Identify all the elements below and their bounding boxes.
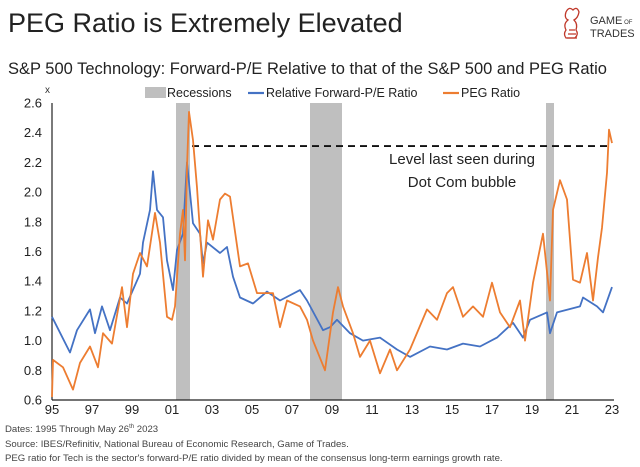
source-note: Source: IBES/Refinitiv, National Bureau …	[5, 438, 349, 450]
x-tick-label: 11	[365, 402, 379, 417]
legend-recessions-label: Recessions	[167, 86, 232, 100]
x-tick-label: 03	[205, 402, 219, 417]
peg-ratio-line	[51, 111, 613, 398]
footnotes: Dates: 1995 Through May 26th 2023 Source…	[5, 420, 503, 467]
y-axis-unit: x	[45, 85, 50, 96]
peg-definition-note: PEG ratio for Tech is the sector's forwa…	[5, 453, 503, 465]
x-tick-label: 95	[45, 402, 59, 417]
x-tick-label: 17	[485, 402, 499, 417]
x-tick-label: 07	[285, 402, 299, 417]
relative-forward-pe-line	[51, 161, 613, 358]
y-tick-label: 2.6	[24, 96, 42, 111]
y-tick-label: 2.0	[24, 185, 42, 200]
x-tick-label: 01	[165, 402, 179, 417]
legend-peg-label: PEG Ratio	[461, 86, 520, 100]
x-tick-label: 05	[245, 402, 259, 417]
x-tick-label: 97	[85, 402, 99, 417]
y-tick-label: 0.8	[24, 363, 42, 378]
y-tick-label: 1.0	[24, 333, 42, 348]
x-tick-label: 09	[325, 402, 339, 417]
svg-text:GAME OF: GAME OF	[590, 15, 633, 27]
x-tick-label: 15	[445, 402, 459, 417]
y-tick-label: 0.6	[24, 393, 42, 408]
annotation-line-2: Dot Com bubble	[408, 174, 516, 191]
x-tick-label: 21	[565, 402, 579, 417]
legend: Recessions Relative Forward-P/E Ratio PE…	[145, 86, 520, 100]
x-tick-label: 23	[605, 402, 619, 417]
recession-band	[546, 103, 554, 400]
y-tick-label: 1.8	[24, 214, 42, 229]
x-tick-label: 99	[125, 402, 139, 417]
game-of-trades-logo: GAME OF TRADES	[563, 7, 635, 40]
x-tick-label: 13	[405, 402, 419, 417]
y-tick-label: 1.4	[24, 274, 42, 289]
y-tick-label: 1.2	[24, 303, 42, 318]
legend-recessions-swatch	[145, 87, 166, 98]
recession-band	[310, 103, 342, 400]
svg-text:TRADES: TRADES	[590, 28, 635, 40]
y-tick-label: 1.6	[24, 244, 42, 259]
dates-note: Dates: 1995 Through May 26th 2023	[5, 424, 159, 436]
x-tick-label: 19	[525, 402, 539, 417]
y-tick-label: 2.4	[24, 125, 42, 140]
page-title: PEG Ratio is Extremely Elevated	[8, 8, 403, 38]
y-tick-label: 2.2	[24, 155, 42, 170]
legend-relative-pe-label: Relative Forward-P/E Ratio	[266, 86, 417, 100]
annotation-line-1: Level last seen during	[389, 151, 535, 168]
chart-title: S&P 500 Technology: Forward-P/E Relative…	[8, 60, 607, 78]
